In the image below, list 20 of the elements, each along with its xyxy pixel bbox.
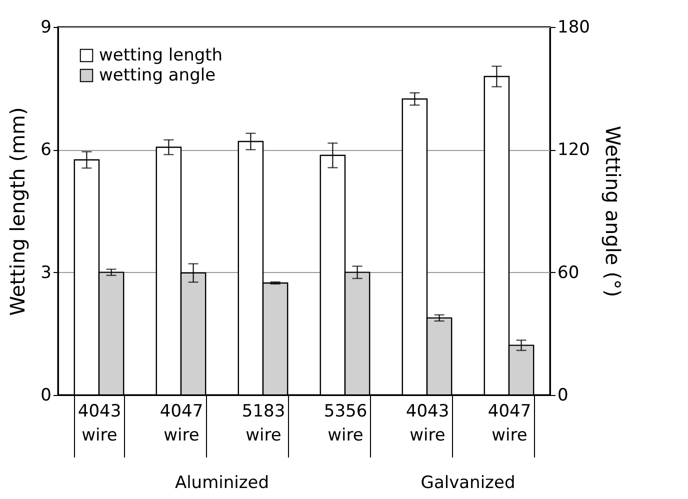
- x-tick-label: 4043 wire: [78, 402, 122, 446]
- x-tick-label: 5183 wire: [242, 402, 286, 446]
- text: Aluminized: [174, 473, 270, 493]
- y2-tick-label: 180: [558, 18, 590, 38]
- y2-tick-label: 0: [558, 386, 568, 406]
- legend-label: wetting length: [99, 46, 223, 66]
- y2-tick-label: 60: [558, 262, 580, 283]
- y-axis-title: Wetting length (mm): [6, 107, 30, 316]
- y-tick-label: 3: [40, 262, 52, 283]
- x-tick-label: 4047 wire: [488, 402, 532, 446]
- x-tick-label: 5356 wire: [324, 402, 368, 446]
- x-tick-label: 4043 wire: [406, 402, 450, 446]
- y2-axis-title: Wetting angle (°): [600, 126, 625, 298]
- legend-label: wetting angle: [99, 66, 216, 86]
- text: Galvanized: [420, 473, 516, 493]
- y-tick-label: 9: [40, 18, 52, 38]
- y-tick-label: 6: [40, 140, 52, 160]
- y2-tick-label: 120: [558, 140, 590, 160]
- y-tick-label: 0: [40, 386, 52, 406]
- x-tick-label: 4047 wire: [160, 402, 204, 446]
